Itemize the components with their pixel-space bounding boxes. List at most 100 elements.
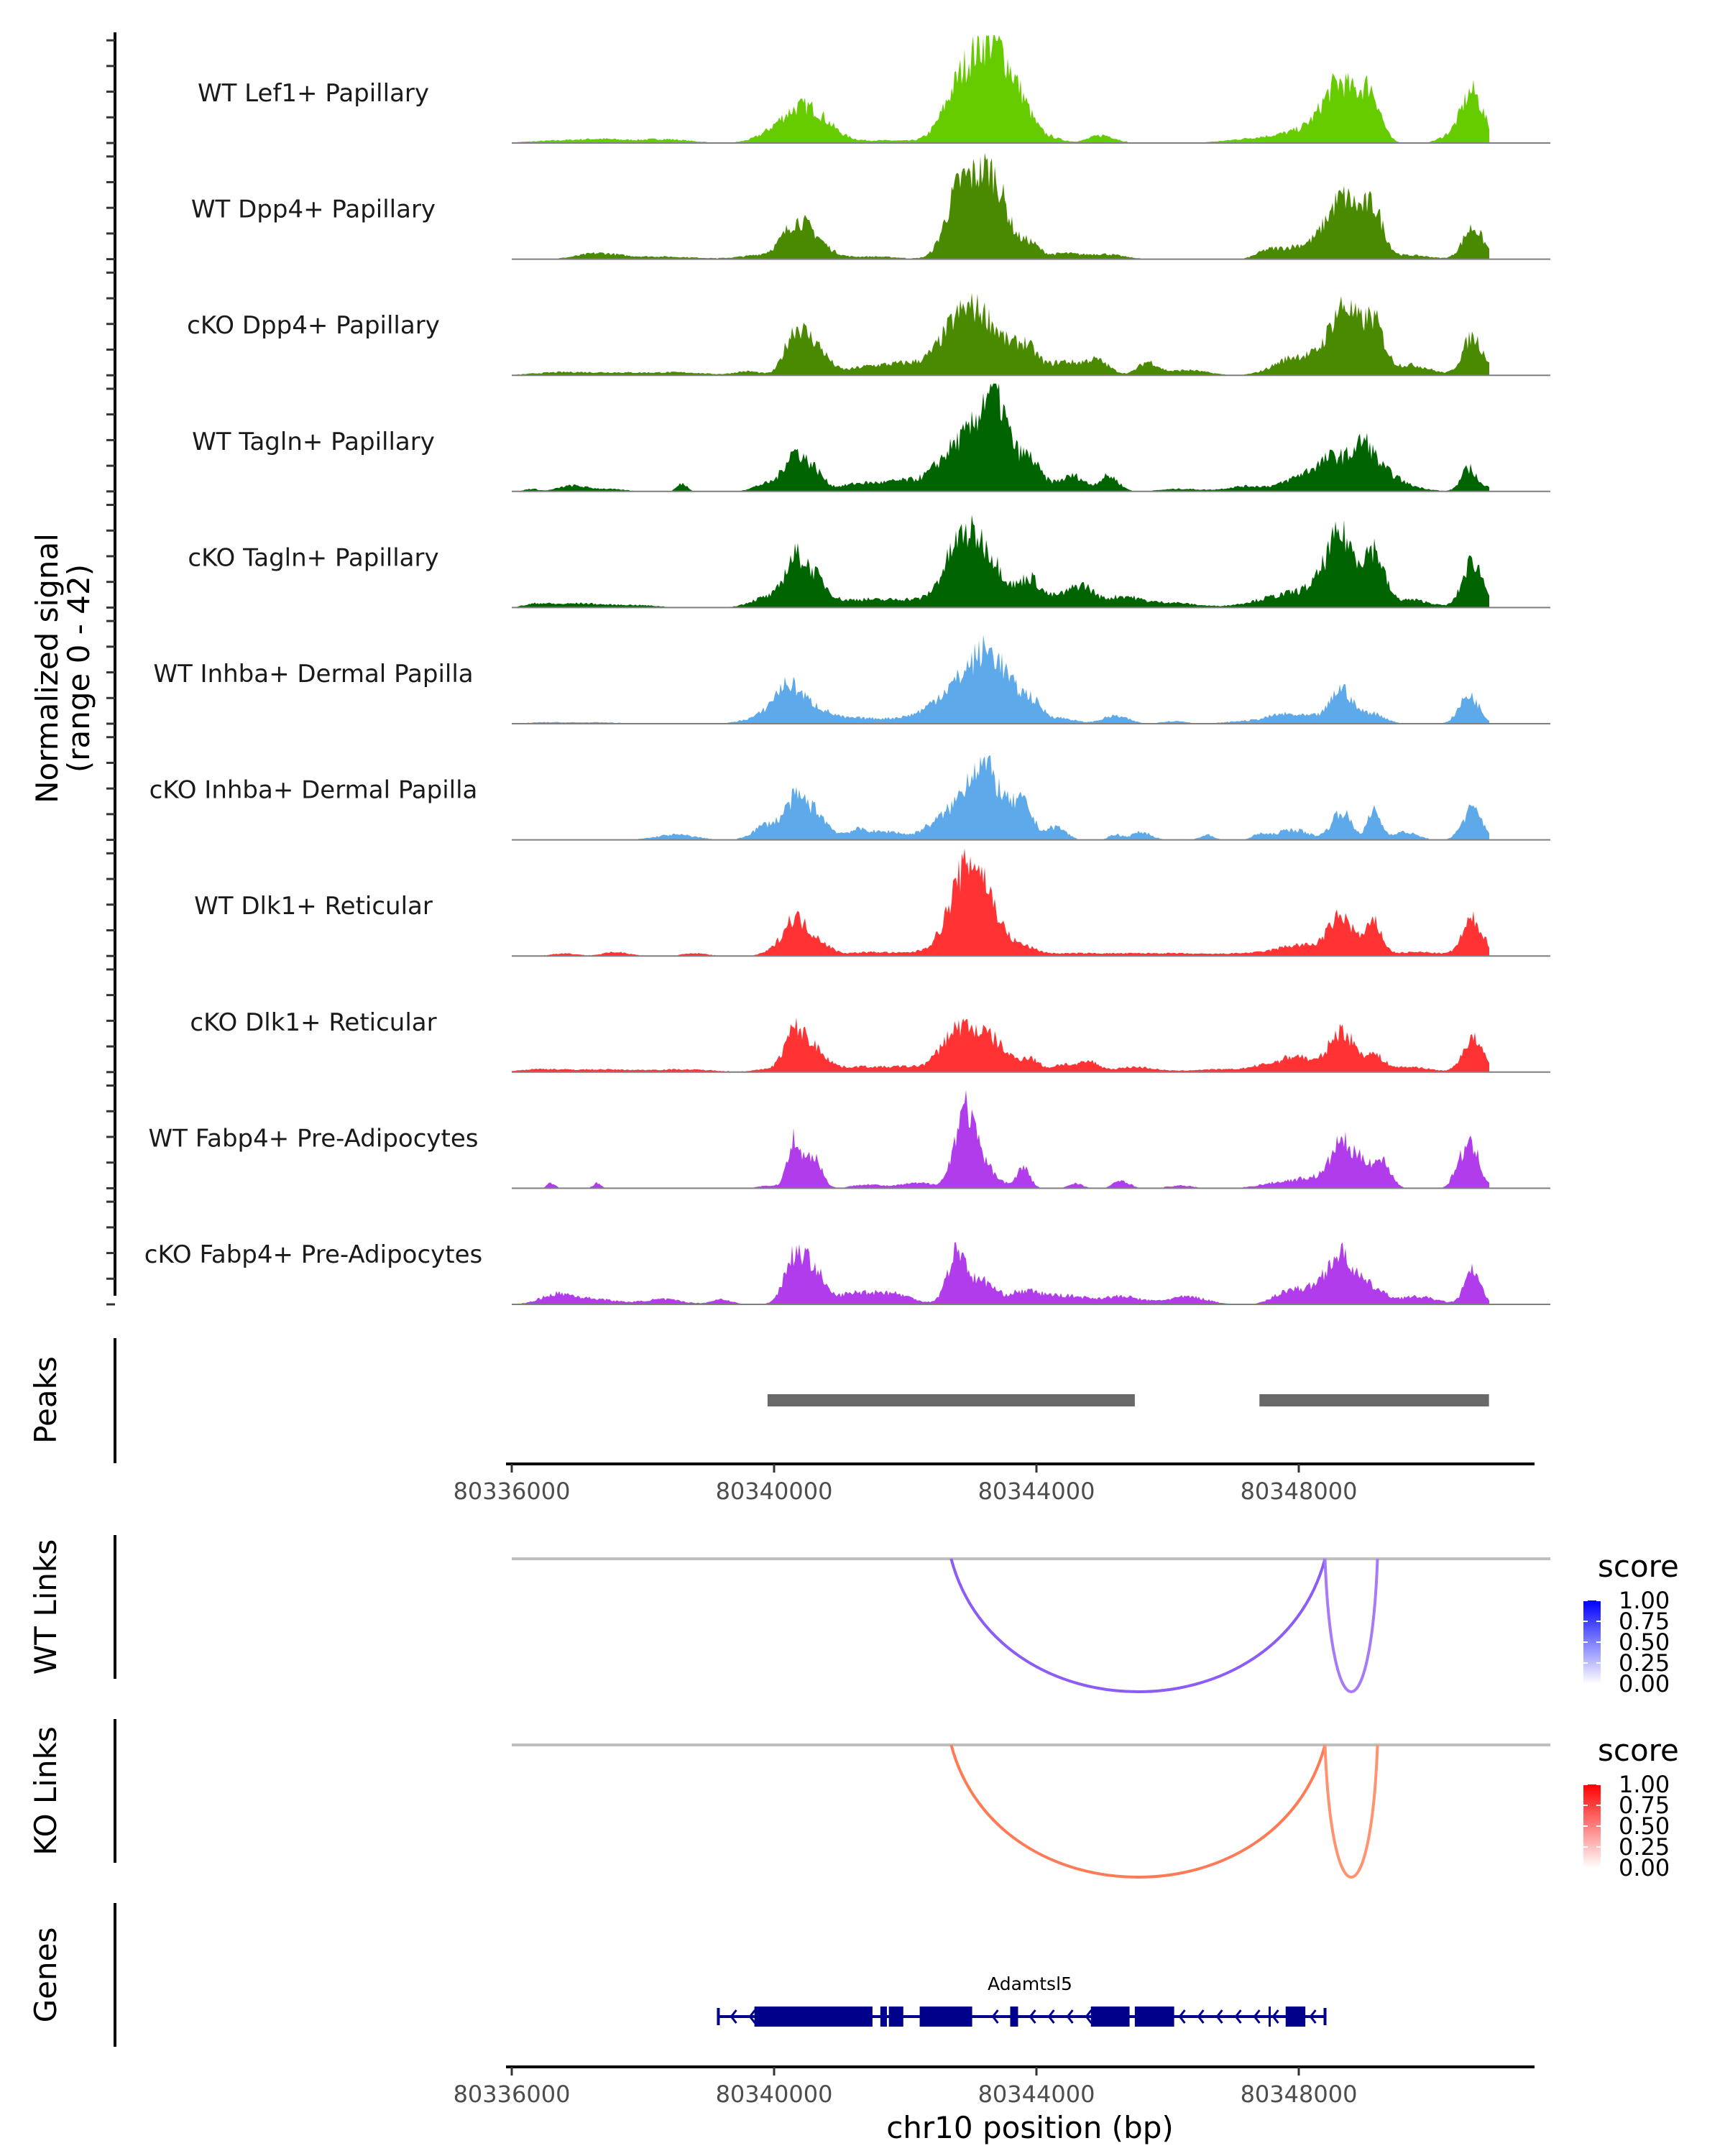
link-arc <box>1323 1558 1379 1693</box>
track-label: WT Inhba+ Dermal Papilla <box>153 660 473 688</box>
legend-tick-label: 1.00 <box>1619 1771 1670 1798</box>
x-tick-label: 80344000 <box>978 2081 1095 2108</box>
gene-name-label: Adamtsl5 <box>988 1973 1072 1994</box>
coverage-panel: Normalized signal (range 0 - 42) WT Lef1… <box>29 32 1550 1306</box>
strand-arrow-icon <box>1253 2009 1261 2024</box>
legend-tick-label: 0.75 <box>1619 1608 1670 1635</box>
x-tick-label: 80348000 <box>1241 2081 1358 2108</box>
ko-links-track-label: KO Links <box>28 1726 63 1856</box>
coverage-track: WT Dlk1+ Reticular <box>194 848 1550 957</box>
ko-links-panel: KO Links score 1.000.750.500.250.00 <box>28 1719 1679 1881</box>
ko-links-legend: score 1.000.750.500.250.00 <box>1583 1733 1679 1881</box>
track-label: cKO Dpp4+ Papillary <box>187 311 440 340</box>
x-tick-label: 80340000 <box>716 2081 833 2108</box>
gene-exon <box>1134 2007 1174 2027</box>
strand-arrow-icon <box>1066 2009 1074 2024</box>
gene-exon <box>880 2007 887 2027</box>
coverage-y-axis-label-line2: (range 0 - 42) <box>61 564 96 773</box>
peaks-track-label: Peaks <box>28 1356 63 1444</box>
coverage-area <box>512 383 1489 492</box>
strand-arrow-icon <box>991 2009 999 2024</box>
coverage-track: cKO Dpp4+ Papillary <box>187 292 1550 377</box>
track-label: cKO Dlk1+ Reticular <box>190 1008 436 1037</box>
x-tick-label: 80336000 <box>454 1478 571 1505</box>
legend-title: score <box>1598 1733 1679 1768</box>
coverage-track: cKO Tagln+ Papillary <box>188 515 1550 609</box>
link-arc <box>1323 1744 1379 1879</box>
strand-arrow-icon <box>1271 2009 1279 2024</box>
coverage-track: WT Inhba+ Dermal Papilla <box>153 635 1550 724</box>
track-label: WT Dlk1+ Reticular <box>194 892 433 921</box>
x-tick-label: 80344000 <box>978 1478 1095 1505</box>
link-arc <box>949 1558 1327 1693</box>
strand-arrow-icon <box>1047 2009 1055 2024</box>
legend-tick-label: 0.50 <box>1619 1628 1670 1656</box>
coverage-track: cKO Inhba+ Dermal Papilla <box>150 755 1550 841</box>
coverage-y-axis-label-line1: Normalized signal <box>29 533 65 803</box>
gene-exon <box>1090 2007 1130 2027</box>
wt-links-track-label: WT Links <box>28 1539 63 1674</box>
strand-arrow-icon <box>1197 2009 1205 2024</box>
wt-link-arcs <box>949 1558 1379 1693</box>
coverage-area <box>512 755 1489 840</box>
track-label: WT Tagln+ Papillary <box>192 428 435 456</box>
wt-links-legend: score 1.000.750.500.250.00 <box>1583 1549 1679 1697</box>
coverage-track: cKO Fabp4+ Pre-Adipocytes <box>144 1240 1550 1305</box>
x-axis-title: chr10 position (bp) <box>886 2110 1174 2145</box>
link-arc <box>949 1744 1327 1879</box>
x-axis-top-ticks: 80336000 80340000 80344000 80348000 <box>454 1464 1358 1505</box>
x-tick-label: 80348000 <box>1241 1478 1358 1505</box>
coverage-track: WT Fabp4+ Pre-Adipocytes <box>149 1089 1550 1189</box>
coverage-track: WT Lef1+ Papillary <box>198 35 1550 144</box>
legend-tick-label: 0.00 <box>1619 1854 1670 1881</box>
legend-tick-label: 0.25 <box>1619 1833 1670 1861</box>
x-tick-label: 80340000 <box>716 1478 833 1505</box>
coverage-area <box>512 635 1489 724</box>
track-label: WT Lef1+ Papillary <box>198 79 429 108</box>
strand-arrow-icon <box>748 2009 756 2024</box>
x-axis-bottom-ticks: 80336000 80340000 80344000 80348000 <box>454 2067 1358 2108</box>
coverage-area <box>512 848 1489 957</box>
strand-arrow-icon <box>1309 2009 1317 2024</box>
coverage-area <box>512 35 1489 143</box>
coverage-track: WT Tagln+ Papillary <box>192 383 1550 492</box>
coverage-track: cKO Dlk1+ Reticular <box>190 1008 1550 1073</box>
coverage-area <box>512 515 1489 608</box>
genes-panel: Genes Adamtsl5 80336000 80340000 80344000 8… <box>28 1903 1535 2145</box>
track-label: cKO Inhba+ Dermal Papilla <box>150 776 478 805</box>
x-tick-label: 80336000 <box>454 2081 571 2108</box>
track-label: cKO Tagln+ Papillary <box>188 543 438 572</box>
gene-model <box>717 2007 1327 2027</box>
genes-track-label: Genes <box>28 1927 63 2023</box>
gene-exon <box>1010 2007 1018 2027</box>
legend-tick-label: 1.00 <box>1619 1587 1670 1614</box>
track-label: cKO Fabp4+ Pre-Adipocytes <box>144 1240 483 1269</box>
peak-bar <box>1259 1394 1489 1406</box>
coverage-area <box>512 292 1489 376</box>
coverage-track: WT Dpp4+ Papillary <box>191 152 1550 260</box>
legend-title: score <box>1598 1549 1679 1584</box>
coverage-area <box>512 152 1489 259</box>
track-label: WT Dpp4+ Papillary <box>191 195 436 224</box>
strand-arrow-icon <box>1085 2009 1092 2024</box>
coverage-y-ticks <box>106 39 115 1306</box>
strand-arrow-icon <box>730 2009 737 2024</box>
gene-exon <box>1285 2007 1306 2027</box>
coverage-area <box>512 1017 1489 1072</box>
strand-arrow-icon <box>1029 2009 1036 2024</box>
track-label: WT Fabp4+ Pre-Adipocytes <box>149 1124 479 1153</box>
strand-arrow-icon <box>1234 2009 1242 2024</box>
legend-tick-label: 0.50 <box>1619 1812 1670 1840</box>
legend-tick-label: 0.75 <box>1619 1792 1670 1819</box>
peak-bars <box>767 1394 1489 1406</box>
gene-exon <box>919 2007 972 2027</box>
peaks-panel: Peaks 80336000 80340000 80344000 80348000 <box>28 1338 1535 1505</box>
gene-exon <box>888 2007 903 2027</box>
legend-tick-label: 0.25 <box>1619 1649 1670 1677</box>
legend-tick-label: 0.00 <box>1619 1670 1670 1697</box>
coverage-area <box>512 1089 1489 1189</box>
ko-link-arcs <box>949 1744 1379 1879</box>
wt-links-panel: WT Links score 1.000.750.500.250.00 <box>28 1535 1679 1697</box>
coverage-tracks: WT Lef1+ Papillary WT Dpp4+ Papillary cKO … <box>144 35 1550 1305</box>
